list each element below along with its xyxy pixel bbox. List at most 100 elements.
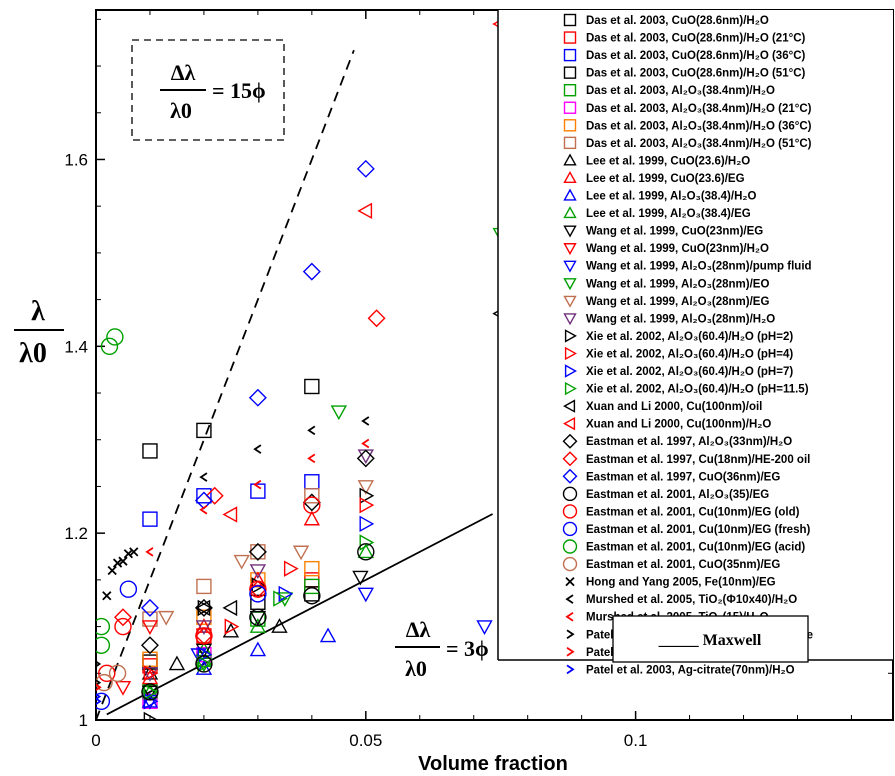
legend-marker: [565, 611, 574, 622]
legend-marker: [563, 188, 577, 201]
data-point-series-26: [194, 491, 213, 510]
maxwell-legend-box: [612, 615, 809, 663]
data-point-series-32: [129, 547, 139, 557]
y-axis-label-denominator: λ0: [19, 338, 47, 369]
legend-entry-label: Eastman et al. 1997, CuO(36nm)/EG: [586, 471, 780, 483]
data-point-series-20: [359, 515, 375, 533]
data-point-series-34: [199, 505, 208, 515]
legend-entry-label: Xuan and Li 2000, Cu(100nm)/H₂O: [586, 419, 771, 431]
y-tick-label: 1.2: [64, 524, 88, 543]
legend-entry-label: Xie et al. 2002, Al₂O₃(60.4)/H₂O (pH=7): [586, 366, 793, 378]
data-point-series-10: [319, 627, 337, 643]
legend-marker: [563, 101, 577, 114]
data-point-series-21: [359, 534, 375, 551]
formula-3phi-numerator: Δλ: [406, 617, 431, 642]
legend-entry-label: Das et al. 2003, Al₂O₃(38.4nm)/H₂O (51°C…: [586, 138, 812, 150]
legend-marker: [563, 31, 577, 44]
legend-marker: [566, 647, 575, 657]
data-point-series-9: [303, 510, 321, 526]
data-point-series-13: [114, 681, 132, 696]
data-point-series-31: [96, 673, 113, 692]
legend-entry-label: Xuan and Li 2000, Cu(100nm)/oil: [586, 401, 762, 413]
data-point-series-25: [205, 486, 224, 505]
legend-entry-label: Eastman et al. 1997, Cu(18nm)/HE-200 oil: [586, 454, 810, 466]
data-point-series-21: [143, 683, 159, 701]
formula-3phi-denominator: λ0: [405, 656, 427, 681]
data-point-series-19: [359, 496, 375, 514]
data-point-series-15: [330, 405, 348, 421]
data-point-series-27: [141, 683, 159, 701]
data-point-series-19: [143, 665, 159, 682]
data-point-series-12: [141, 685, 159, 701]
formula-15phi-rhs: = 15ϕ: [212, 78, 266, 103]
legend-marker: [563, 278, 577, 291]
data-point-series-28: [195, 627, 213, 645]
legend-marker: [565, 594, 574, 604]
axes-frame: 0 0.05 0.1 1 1.2 1.4 1.6 Volume fraction λ λ0: [14, 9, 894, 775]
data-point-series-10: [249, 641, 267, 657]
data-point-series-32: [107, 565, 117, 576]
data-point-series-23: [222, 506, 238, 523]
data-point-series-26: [140, 598, 159, 617]
legend-marker: [563, 136, 577, 150]
data-point-series-24: [140, 636, 159, 655]
x-tick-label: 0.1: [624, 731, 648, 750]
data-point-series-26: [302, 262, 321, 281]
data-point-series-26: [248, 388, 267, 407]
legend-marker: [563, 260, 577, 273]
data-point-series-26: [356, 159, 375, 178]
legend-marker: [563, 243, 577, 256]
legend-entry-label: Das et al. 2003, CuO(28.6nm)/H₂O (36°C): [586, 50, 806, 62]
legend-entry-label: Xie et al. 2002, Al₂O₃(60.4)/H₂O (pH=2): [586, 331, 793, 343]
data-point-series-17: [249, 564, 267, 579]
data-point-series-21: [273, 590, 288, 607]
data-point-series-33: [253, 444, 262, 454]
data-point-series-18: [359, 487, 375, 504]
legend-marker: [564, 346, 577, 361]
legend-entry-label: Xie et al. 2002, Al₂O₃(60.4)/H₂O (pH=4): [586, 348, 793, 360]
legend-marker: [562, 521, 578, 537]
legend-entry-label: Wang et al. 1999, CuO(23nm)/EG: [586, 226, 763, 238]
data-point-series-27: [249, 608, 267, 626]
data-point-series-31: [108, 664, 127, 682]
data-point-series-30: [96, 617, 111, 636]
data-point-series-16: [233, 554, 250, 570]
legend-entry-label: Eastman et al. 2001, Al₂O₃(35)/EG: [586, 489, 769, 501]
annotations: Δλ λ0 = 15ϕ Δλ λ0 = 3ϕ _____ Maxwell: [131, 39, 809, 681]
data-point-series-32: [123, 549, 134, 559]
legend-marker: [562, 539, 578, 554]
data-point-series-36: [96, 683, 102, 692]
data-point-series-19: [224, 618, 240, 635]
data-point-series-35: [96, 679, 102, 687]
data-point-series-14: [476, 620, 493, 636]
legend-marker: [563, 399, 576, 413]
legend-background: [498, 10, 893, 660]
formula-3phi-rhs: = 3ϕ: [446, 636, 489, 661]
legend-entry-label: Eastman et al. 2001, CuO(35nm)/EG: [586, 559, 780, 571]
data-point-series-11: [249, 618, 267, 633]
reference-line-dashed: [96, 49, 355, 720]
maxwell-legend-label: _____ Maxwell: [658, 632, 762, 649]
data-point-series-8: [271, 618, 288, 633]
data-point-series-33: [361, 416, 370, 426]
data-point-series-24: [356, 449, 375, 468]
legend-entry-label: Eastman et al. 2001, Cu(10nm)/EG (acid): [586, 542, 805, 554]
data-point-series-35: [96, 660, 102, 668]
data-point-series-30: [106, 328, 124, 346]
data-point-series-27: [303, 587, 321, 605]
data-point-series-6: [196, 609, 212, 625]
data-point-series-28: [98, 664, 116, 682]
data-point-series-37: [96, 693, 102, 701]
data-point-series-34: [307, 453, 316, 464]
data-point-series-16: [292, 545, 310, 561]
legend-marker: [566, 664, 575, 675]
legend-entry-label: Lee et al. 1999, CuO(23.6)/H₂O: [586, 155, 750, 167]
legend-entry-label: Eastman et al. 2001, Cu(10nm)/EG (old): [586, 506, 800, 518]
data-point-series-32: [112, 558, 123, 568]
legend-marker: [562, 556, 578, 572]
data-point-series-29: [96, 692, 111, 711]
legend-marker: [563, 225, 577, 238]
legend-marker: [564, 329, 577, 343]
legend-marker: [562, 433, 578, 449]
x-tick-label: 0: [91, 731, 100, 750]
